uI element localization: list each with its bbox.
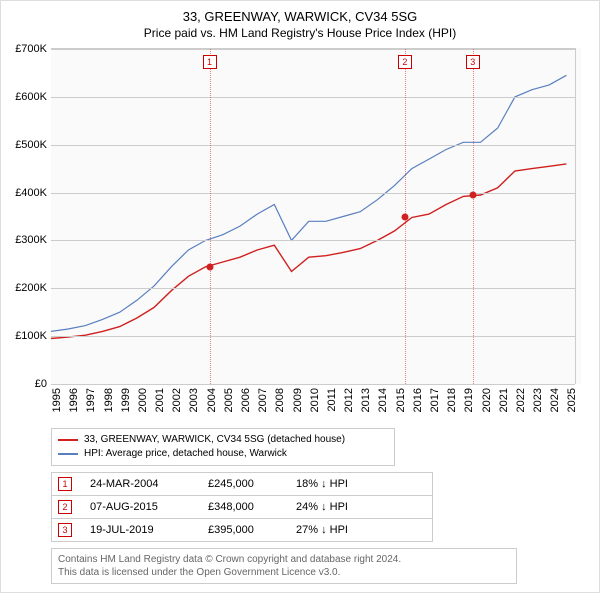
x-tick-label: 2006 — [240, 388, 252, 412]
x-tick-label: 2023 — [532, 388, 544, 412]
legend: 33, GREENWAY, WARWICK, CV34 5SG (detache… — [51, 428, 395, 466]
y-tick-label: £300K — [3, 234, 47, 246]
sale-index: 2 — [58, 500, 72, 514]
footer: Contains HM Land Registry data © Crown c… — [51, 548, 517, 584]
x-tick-label: 2008 — [274, 388, 286, 412]
gridline — [51, 145, 575, 146]
chart-area: £0£100K£200K£300K£400K£500K£600K£700K123 — [51, 48, 581, 384]
x-tick-label: 2001 — [154, 388, 166, 412]
x-tick-label: 2005 — [223, 388, 235, 412]
legend-swatch-hpi — [58, 453, 78, 455]
gridline — [51, 240, 575, 241]
x-tick-label: 2018 — [446, 388, 458, 412]
legend-item-property: 33, GREENWAY, WARWICK, CV34 5SG (detache… — [58, 433, 388, 447]
sale-date: 19-JUL-2019 — [90, 524, 190, 536]
y-tick-label: £0 — [3, 378, 47, 390]
x-tick-label: 2009 — [292, 388, 304, 412]
sale-row: 3 19-JUL-2019 £395,000 27% ↓ HPI — [52, 519, 432, 542]
marker-vline — [473, 49, 474, 384]
sales-table: 1 24-MAR-2004 £245,000 18% ↓ HPI 2 07-AUG-201… — [51, 472, 433, 542]
gridline — [51, 97, 575, 98]
sale-index: 3 — [58, 523, 72, 537]
sale-row: 2 07-AUG-2015 £348,000 24% ↓ HPI — [52, 496, 432, 519]
x-tick-label: 2000 — [137, 388, 149, 412]
x-axis-labels: 1995 1996 1997 1998 1999 2000 2001 2002 2003 2004… — [51, 384, 575, 424]
x-tick-label: 1997 — [85, 388, 97, 412]
series-line-property — [51, 164, 566, 339]
y-tick-label: £600K — [3, 91, 47, 103]
y-tick-label: £700K — [3, 43, 47, 55]
x-tick-label: 2022 — [515, 388, 527, 412]
x-tick-label: 1999 — [120, 388, 132, 412]
marker-point — [401, 214, 408, 221]
legend-label: HPI: Average price, detached house, Warw… — [84, 447, 287, 461]
chart-title: 33, GREENWAY, WARWICK, CV34 5SG — [1, 9, 599, 24]
sale-price: £348,000 — [208, 501, 278, 513]
titles: 33, GREENWAY, WARWICK, CV34 5SG Price pa… — [1, 9, 599, 40]
marker-point — [206, 263, 213, 270]
x-tick-label: 2015 — [395, 388, 407, 412]
x-tick-label: 1995 — [51, 388, 63, 412]
x-tick-label: 2012 — [343, 388, 355, 412]
y-tick-label: £100K — [3, 330, 47, 342]
x-tick-label: 2014 — [377, 388, 389, 412]
x-tick-label: 1998 — [103, 388, 115, 412]
plot: £0£100K£200K£300K£400K£500K£600K£700K123 — [51, 48, 576, 384]
footer-line: This data is licensed under the Open Gov… — [58, 566, 510, 579]
marker-label: 3 — [466, 55, 480, 69]
chart-container: 33, GREENWAY, WARWICK, CV34 5SG Price pa… — [0, 0, 600, 593]
x-tick-label: 2010 — [309, 388, 321, 412]
x-tick-label: 2020 — [481, 388, 493, 412]
marker-label: 2 — [398, 55, 412, 69]
y-tick-label: £500K — [3, 139, 47, 151]
marker-point — [469, 191, 476, 198]
x-tick-label: 2003 — [188, 388, 200, 412]
chart-subtitle: Price paid vs. HM Land Registry's House … — [1, 26, 599, 40]
legend-item-hpi: HPI: Average price, detached house, Warw… — [58, 447, 388, 461]
sale-date: 07-AUG-2015 — [90, 501, 190, 513]
sale-delta: 27% ↓ HPI — [296, 524, 376, 536]
gridline — [51, 288, 575, 289]
x-tick-label: 2007 — [257, 388, 269, 412]
gridline — [51, 49, 575, 50]
legend-swatch-property — [58, 439, 78, 441]
x-tick-label: 2004 — [206, 388, 218, 412]
y-tick-label: £400K — [3, 187, 47, 199]
x-tick-label: 2017 — [429, 388, 441, 412]
gridline — [51, 193, 575, 194]
x-tick-label: 2024 — [549, 388, 561, 412]
x-tick-label: 2016 — [412, 388, 424, 412]
y-tick-label: £200K — [3, 282, 47, 294]
x-tick-label: 2019 — [463, 388, 475, 412]
line-series-svg — [51, 49, 575, 384]
x-tick-label: 1996 — [68, 388, 80, 412]
footer-line: Contains HM Land Registry data © Crown c… — [58, 553, 510, 566]
legend-label: 33, GREENWAY, WARWICK, CV34 5SG (detache… — [84, 433, 345, 447]
series-line-hpi — [51, 75, 566, 331]
sale-delta: 24% ↓ HPI — [296, 501, 376, 513]
x-tick-label: 2011 — [326, 388, 338, 412]
sale-index: 1 — [58, 477, 72, 491]
gridline — [51, 336, 575, 337]
x-tick-label: 2013 — [360, 388, 372, 412]
sale-date: 24-MAR-2004 — [90, 478, 190, 490]
sale-price: £395,000 — [208, 524, 278, 536]
x-tick-label: 2002 — [171, 388, 183, 412]
x-tick-label: 2021 — [498, 388, 510, 412]
sale-delta: 18% ↓ HPI — [296, 478, 376, 490]
x-tick-label: 2025 — [566, 388, 578, 412]
sale-price: £245,000 — [208, 478, 278, 490]
marker-vline — [210, 49, 211, 384]
marker-label: 1 — [203, 55, 217, 69]
sale-row: 1 24-MAR-2004 £245,000 18% ↓ HPI — [52, 473, 432, 496]
